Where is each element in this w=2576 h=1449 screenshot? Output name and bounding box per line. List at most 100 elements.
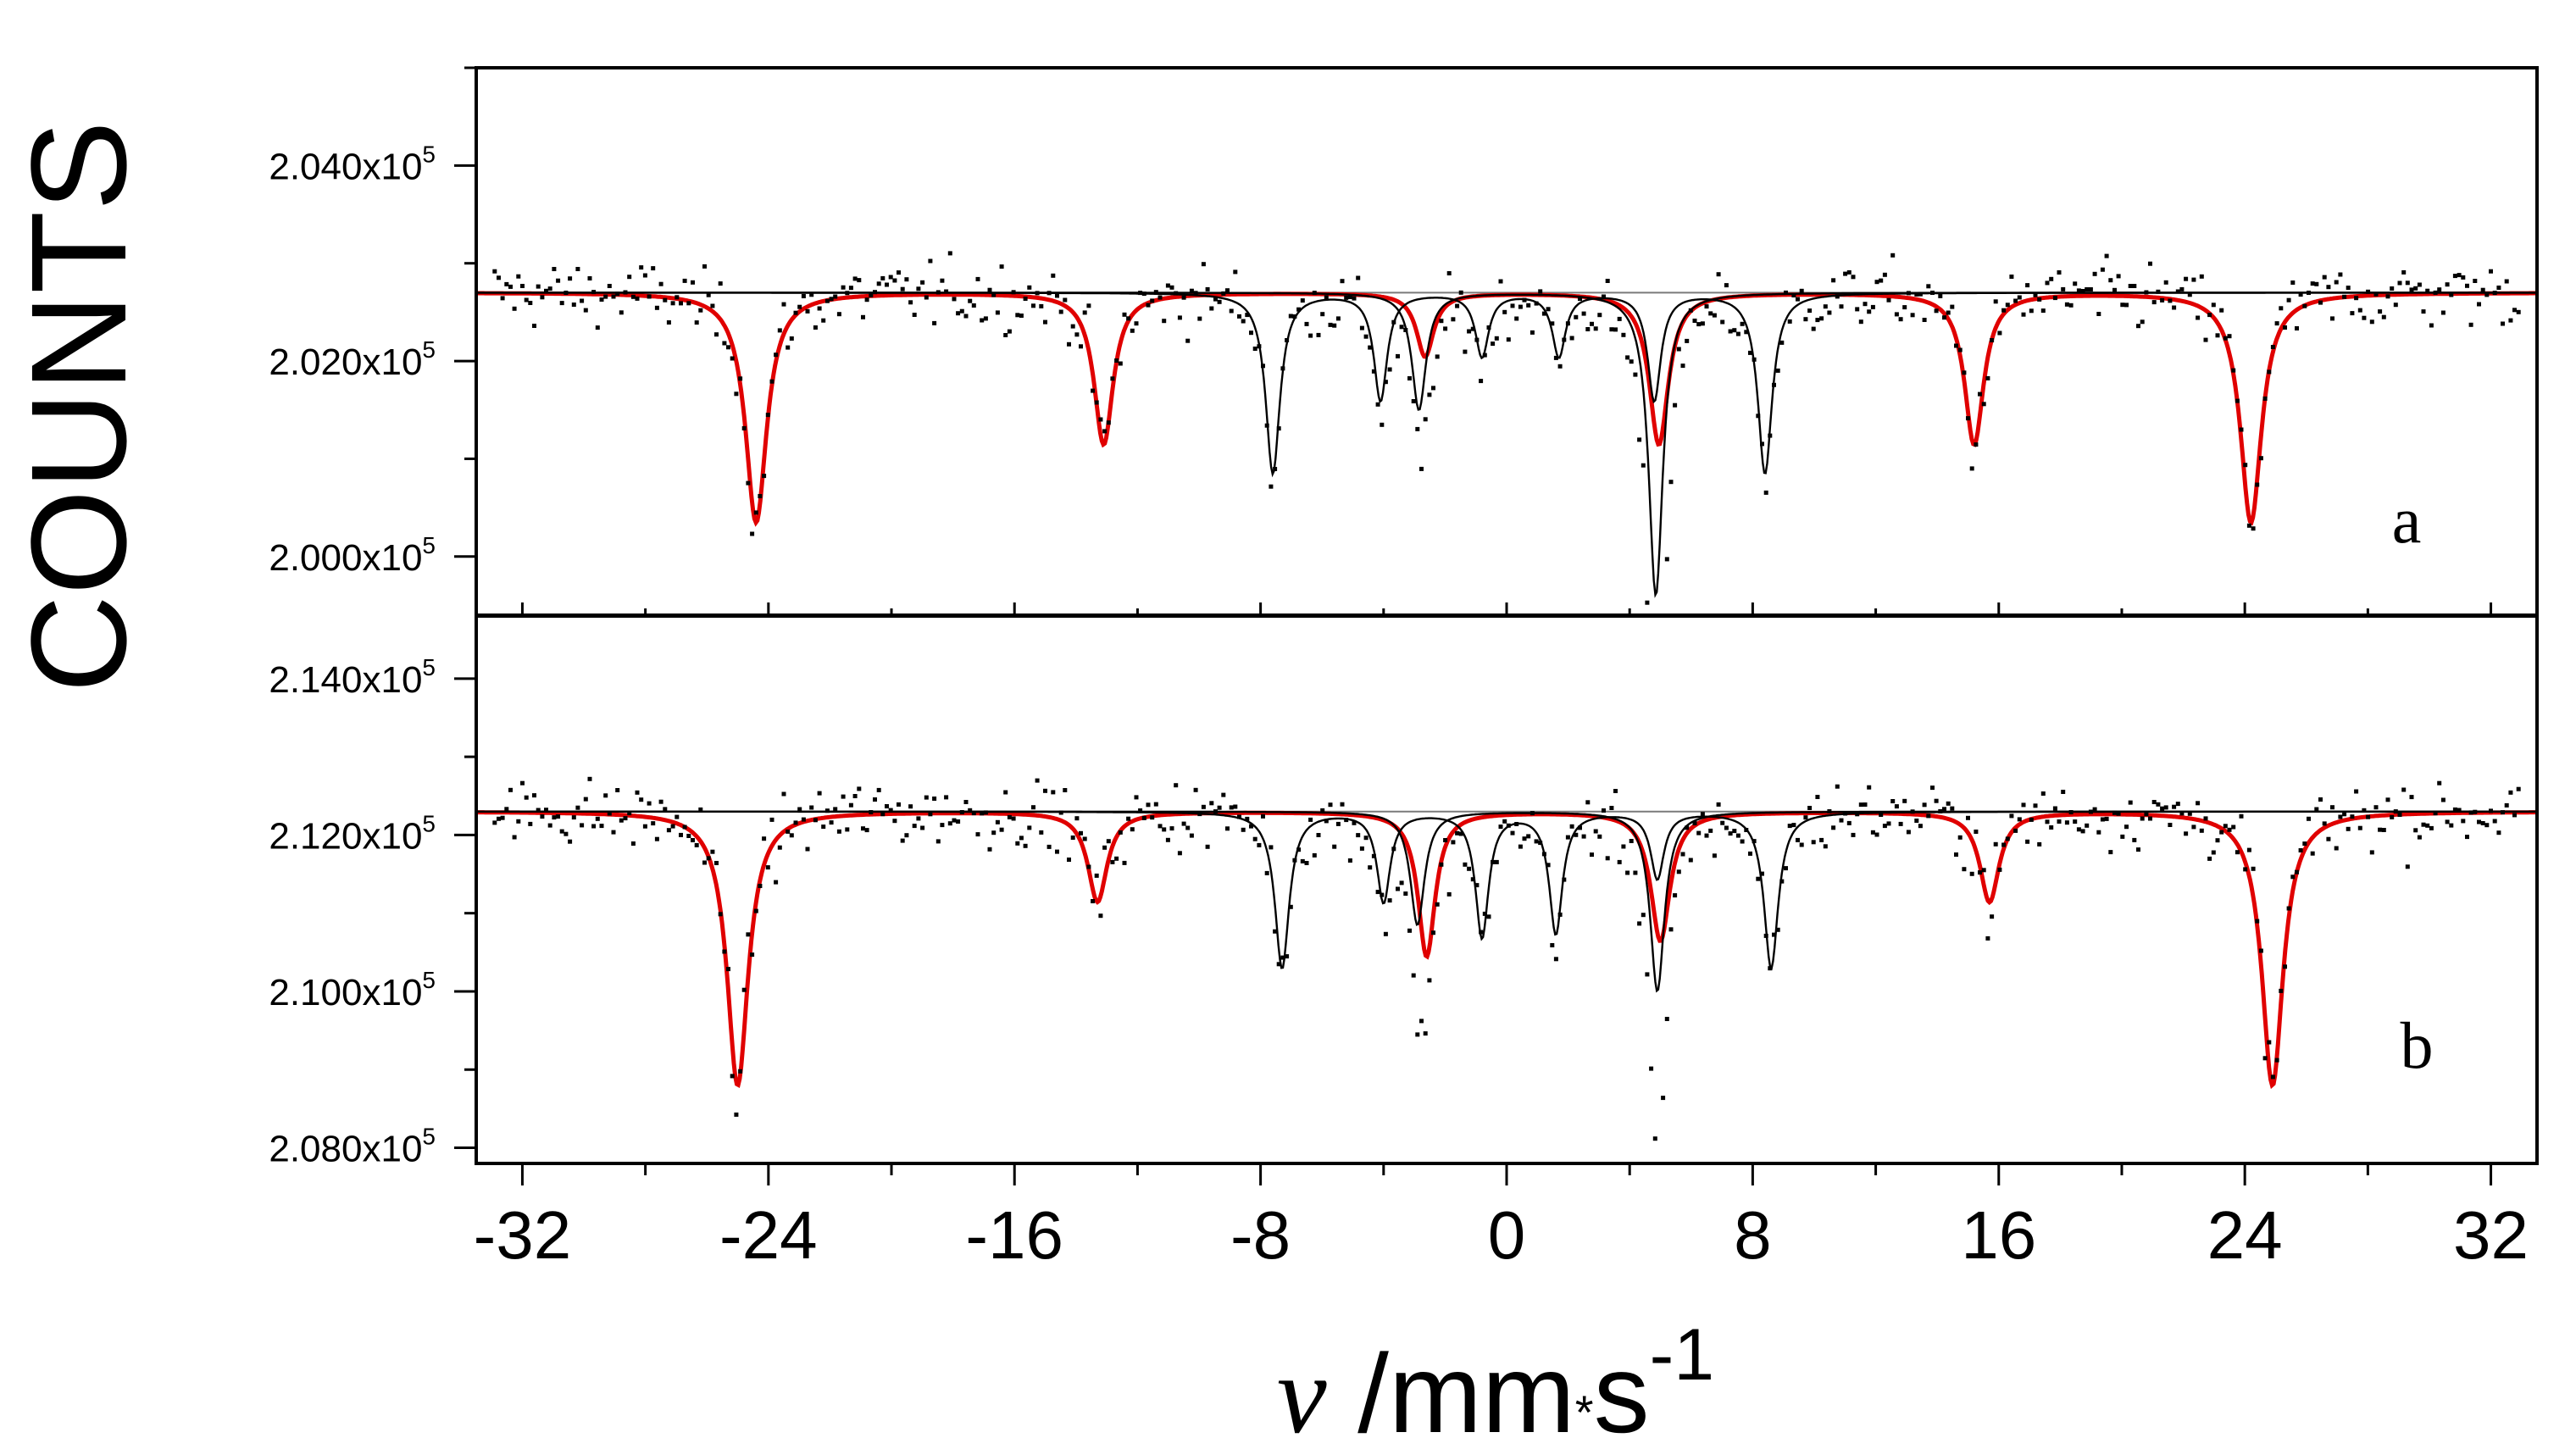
panel-a-data-point	[583, 308, 588, 313]
panel-b-data-point	[670, 824, 675, 829]
panel-a-data-point	[2251, 526, 2256, 531]
x-axis-title-dot: *	[1575, 1385, 1594, 1439]
panel-b-data-point	[1063, 788, 1068, 792]
panel-b-data-point	[762, 836, 767, 841]
panel-a-data-point	[1118, 361, 1123, 366]
panel-b-data-point	[1153, 802, 1158, 807]
x-tick-label: -8	[1230, 1197, 1291, 1273]
panel-b-data-point	[1918, 824, 1923, 829]
panel-a-data-point	[2175, 289, 2180, 294]
panel-b-data-point	[2393, 809, 2398, 814]
panel-a-data-point	[1031, 303, 1035, 308]
panel-a-data-point	[897, 270, 901, 275]
panel-b-data-point	[1257, 842, 1262, 847]
panel-b-data-point	[2465, 835, 2469, 840]
panel-b-data-point	[603, 793, 608, 798]
panel-a-data-point	[1094, 400, 1099, 405]
panel-b-data-point	[2156, 802, 2161, 807]
panel-b-data-point	[615, 788, 620, 792]
panel-b-data-point	[2080, 829, 2085, 834]
panel-a-data-point	[1613, 327, 1618, 332]
panel-a-data-point	[1403, 328, 1408, 332]
panel-b-data-point	[2092, 807, 2097, 812]
panel-a-data-point	[1261, 364, 1265, 369]
panel-a-data-point	[1518, 304, 1523, 309]
panel-b-data-point	[1324, 819, 1329, 824]
panel-a-data-point	[1851, 275, 1856, 280]
panel-a-data-point	[2322, 275, 2327, 280]
panel-a-data-point	[1835, 294, 1840, 299]
panel-a-data-point	[599, 297, 604, 302]
panel-a-data-point	[1043, 319, 1047, 325]
panel-a-data-point	[591, 290, 597, 295]
panel-a-data-point	[813, 325, 818, 330]
panel-b-data-point	[2219, 830, 2224, 835]
panel-a-data-point	[2148, 261, 2152, 266]
panel-b-data-point	[1165, 837, 1170, 842]
panel-a-data	[476, 251, 2537, 605]
x-tick-label: -24	[719, 1197, 818, 1273]
panel-b-data-point	[2310, 851, 2315, 856]
panel-a-data-point	[1645, 600, 1650, 605]
panel-a-data-point	[1201, 262, 1206, 267]
panel-b-data-point	[2108, 850, 2113, 855]
panel-a-data-point	[734, 391, 739, 397]
panel-a-data-point	[2160, 297, 2165, 303]
panel-a-data-point	[1581, 311, 1586, 316]
panel-a-data-point	[1922, 318, 1927, 322]
panel-b-data-point	[1280, 955, 1285, 960]
panel-b-data-point	[2445, 819, 2450, 824]
panel-a-data-point	[801, 294, 806, 298]
panel-a-data-point	[547, 286, 552, 291]
panel-a-data-point	[947, 251, 952, 256]
panel-b-data-point	[524, 795, 529, 800]
panel-b-data-point	[1335, 821, 1341, 826]
panel-b-data-point	[821, 824, 826, 830]
panel-a-data-point	[2512, 308, 2517, 313]
panel-a-data-point	[2440, 310, 2446, 315]
panel-a-data-point	[2373, 291, 2379, 297]
panel-b-data-point	[1950, 806, 1955, 811]
panel-b-data-point	[1926, 813, 1931, 819]
panel-b-data-point	[789, 833, 794, 838]
panel-a-data-point	[1324, 295, 1329, 300]
panel-b-data-point	[1086, 864, 1091, 869]
panel-a-data-point	[1114, 358, 1119, 363]
panel-a-data-point	[1391, 319, 1396, 325]
panel-a-data-point	[1954, 343, 1958, 348]
panel-b-data-point	[876, 787, 881, 792]
panel-a-data-point	[1578, 297, 1582, 302]
panel-a-data-point	[568, 276, 573, 281]
panel-a-data-point	[2362, 315, 2367, 320]
panel-b-data-point	[2429, 825, 2434, 830]
panel-a-y-tick-label: 2.040x105	[269, 141, 436, 187]
panel-a-data-point	[809, 292, 814, 297]
panel-b-data-point	[536, 808, 541, 813]
panel-a-data-point	[1169, 285, 1174, 290]
panel-a-data-point	[1431, 386, 1435, 391]
panel-b-data-point	[1768, 966, 1773, 971]
panel-b-data-point	[1621, 844, 1626, 849]
panel-a-data-point	[1629, 359, 1634, 364]
panel-a-data-point	[1399, 325, 1404, 330]
panel-b-data-point	[1205, 844, 1210, 849]
panel-b-data-point	[2489, 808, 2493, 813]
panel-b-data-point	[2373, 805, 2379, 810]
panel-b-data-point	[1704, 833, 1709, 838]
panel-b-data-point	[1886, 821, 1891, 826]
panel-a-data-point	[623, 290, 628, 295]
panel-b-data-point	[2160, 806, 2165, 811]
panel-b-data-point	[781, 791, 786, 797]
panel-b-data-point	[1098, 913, 1103, 919]
panel-a-data-point	[1938, 293, 1943, 298]
panel-a-data-point	[1625, 355, 1630, 360]
panel-a-data-point	[2096, 312, 2101, 316]
panel-b-data-point	[1446, 891, 1452, 897]
panel-b-data-point	[2128, 800, 2133, 805]
panel-b-curve-1	[476, 810, 2537, 1090]
panel-a-data-point	[1704, 304, 1709, 309]
panel-a-data-point	[540, 295, 545, 300]
panel-b-data-point	[1197, 812, 1202, 817]
panel-b-data-point	[1011, 816, 1016, 821]
